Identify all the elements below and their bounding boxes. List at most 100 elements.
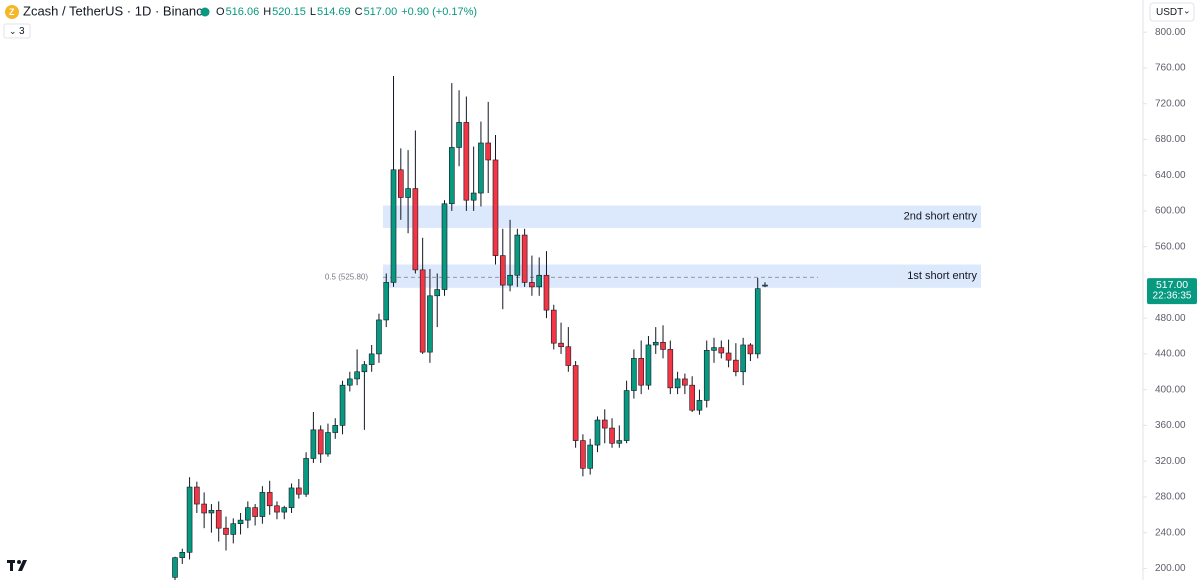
candle-body [747,344,754,355]
candle-body [325,432,331,455]
candle-body [339,384,346,426]
candle-body [623,390,630,441]
candle-body [259,492,266,517]
candle-body [347,378,353,386]
legend-value: 517.00 [364,6,398,18]
y-tick-label: 680.00 [1155,134,1186,145]
y-tick-label: 360.00 [1155,420,1186,431]
candle-body [565,346,572,366]
indicator-count: 3 [19,26,25,37]
legend-change: +0.90 (+0.17%) [401,6,477,18]
candle-body [441,203,448,290]
price-tag-label: 517.00 [1156,279,1188,291]
y-tick-label: 240.00 [1155,527,1186,538]
price-tag [1147,278,1197,305]
candle-body [434,289,441,297]
candle-body [485,142,492,161]
candle-body [652,341,659,346]
price-countdown: 22:36:35 [1153,291,1192,302]
candle-body [237,519,244,524]
legend-key: C [355,6,363,18]
zone-label: 1st short entry [907,270,977,282]
candle-body [310,429,317,459]
candle-body [521,234,528,283]
candle-body [296,487,302,495]
candle-body [660,341,666,350]
candle-body [703,350,710,401]
legend-value: 520.15 [272,6,306,18]
candle-body [390,169,397,283]
candle-body [223,527,229,535]
y-tick-label: 480.00 [1155,313,1186,324]
candle-body [762,284,768,287]
candle-body [718,347,725,354]
candle-body [609,427,615,444]
candle-body [303,458,309,495]
candle-body [682,378,688,386]
candle-body [696,400,703,411]
candle-body [733,359,739,373]
candle-body [580,440,586,469]
candle-body [405,188,411,198]
y-tick-label: 800.00 [1155,27,1186,38]
candle-body [594,419,601,446]
symbol-title[interactable]: Zcash / TetherUS · 1D · Binance [23,3,210,18]
y-tick-label: 320.00 [1155,456,1186,467]
candle-body [281,507,288,513]
candle-body [252,507,258,517]
candle-body [354,371,360,380]
legend-key: H [263,6,271,18]
candle-body [689,384,695,411]
candle-body [536,274,542,288]
currency-chevron: ⌄ [1183,5,1191,15]
currency-select[interactable] [1149,2,1195,22]
currency-label: USDT [1156,7,1183,18]
candle-body [616,440,623,444]
y-tick-label: 760.00 [1155,63,1186,74]
candle-body [215,509,222,529]
candle-body [383,282,390,321]
coin-icon-glyph: Z [9,7,15,17]
candle-body [317,429,324,455]
y-tick-label: 640.00 [1155,170,1186,181]
candle-body [470,192,477,201]
candle-body [208,509,215,514]
candle-body [507,274,513,286]
candle-body [398,169,404,198]
candle-body [376,319,382,355]
y-tick-label: 560.00 [1155,241,1186,252]
candle-body [288,487,295,508]
coin-icon [5,5,19,19]
candle-body [266,492,273,507]
indicator-toggle[interactable] [3,23,31,39]
candle-body [361,364,368,373]
zone [383,205,981,228]
y-tick-label: 600.00 [1155,206,1186,217]
candle-body [631,358,637,391]
candle-body [463,122,470,201]
candle-body [543,274,550,311]
candle-body [529,282,535,288]
candle-body [412,188,419,271]
zone [383,264,981,288]
candle-body [754,288,761,355]
candle-body [740,344,746,373]
candle-body [601,419,608,429]
candle-body [194,486,200,505]
candle-body [179,551,186,558]
candle-body [186,486,193,553]
fib-label: 0.5 (525.80) [325,272,368,281]
tv-logo [7,560,27,571]
candle-body [448,147,455,205]
candle-body [245,507,251,521]
candle-body [230,523,237,535]
candle-body [572,365,579,441]
legend-value: 516.06 [226,6,260,18]
y-tick-label: 720.00 [1155,98,1186,109]
candle-body [456,122,462,148]
candle-body [419,269,426,353]
candle-body [550,309,557,344]
candle-body [427,295,433,353]
